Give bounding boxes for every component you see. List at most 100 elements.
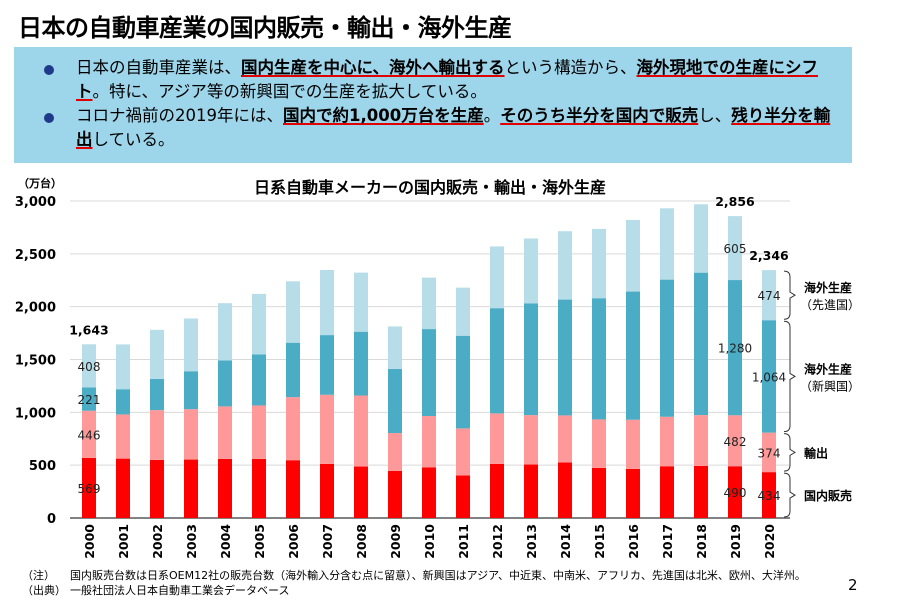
bar-segment-2012-series-3 [490,246,504,309]
bar-segment-2007-series-2 [320,335,334,395]
bar-segment-2006-series-3 [286,281,300,343]
bar-segment-2016-series-1 [626,419,640,469]
x-tick-label: 2010 [422,524,437,559]
note-text: 国内販売台数は日系OEM12社の販売台数（海外輸入分含む点に留意）、新興国はアジ… [70,569,806,582]
bar-segment-2006-series-1 [286,397,300,461]
note-label: （注） [22,569,55,582]
y-tick-label: 2,000 [15,301,56,316]
data-label: 1,064 [752,370,786,384]
bullet-icon [44,113,54,123]
bar-segment-2001-series-3 [116,344,130,390]
bar-segment-2012-series-2 [490,308,504,414]
x-tick-label: 2015 [592,524,607,559]
emphasis-text: そのうち半分を国内で販売 [500,106,699,125]
bar-segment-2004-series-1 [218,406,232,459]
bar-segment-2013-series-2 [524,303,538,416]
bar-segment-2017-series-2 [660,279,674,417]
bar-segment-2000-series-1 [82,410,96,458]
bullet-segment: コロナ禍前の2019年には、 [76,106,283,125]
bar-segment-2020-series-1 [762,432,776,473]
data-label: 605 [724,242,747,256]
bar-segment-2018-series-2 [694,272,708,416]
bar-segment-2018-series-0 [694,465,708,518]
bar-segment-2019-series-0 [728,466,742,518]
summary-bullet: コロナ禍前の2019年には、国内で約1,000万台を生産。そのうち半分を国内で販… [44,104,844,152]
bar-segment-2016-series-3 [626,219,640,292]
legend-bracket [783,433,796,472]
bar-segment-2015-series-2 [592,298,606,420]
bar-segment-2018-series-3 [694,204,708,273]
bar-segment-2008-series-3 [354,272,368,332]
data-label: 374 [758,446,781,460]
bar-segment-2007-series-3 [320,270,334,336]
bar-segment-2014-series-0 [558,462,572,518]
x-tick-label: 2018 [694,524,709,559]
bar-segment-2006-series-2 [286,342,300,398]
source-label: （出典） [22,584,66,597]
bullet-segment: 。 [483,106,501,125]
legend-sublabel: （先進国） [800,298,860,312]
data-label: 446 [78,428,101,442]
bar-segment-2011-series-1 [456,428,470,476]
bar-segment-2003-series-0 [184,459,198,518]
bar-segment-2017-series-1 [660,416,674,467]
bar-segment-2020-series-0 [762,472,776,518]
total-label: 2,856 [715,194,755,209]
bar-segment-2014-series-3 [558,231,572,300]
x-tick-label: 2020 [762,524,777,559]
bar-segment-2007-series-1 [320,394,334,464]
x-tick-label: 2014 [558,524,573,559]
x-tick-label: 2012 [490,524,505,559]
bar-segment-2010-series-0 [422,467,436,518]
bullet-segment: し、 [698,106,732,125]
bar-segment-2005-series-1 [252,405,266,459]
bar-segment-2003-series-3 [184,318,198,372]
bar-segment-2000-series-3 [82,344,96,388]
x-tick-label: 2011 [456,524,471,559]
legend-label: 国内販売 [804,488,852,503]
bar-segment-2018-series-1 [694,415,708,466]
source-text: 一般社団法人日本自動車工業会データベース [70,584,290,597]
bar-segment-2019-series-1 [728,415,742,467]
bar-segment-2015-series-3 [592,228,606,299]
bar-segment-2019-series-3 [728,216,742,281]
bar-segment-2001-series-2 [116,389,130,415]
bar-segment-2006-series-0 [286,460,300,518]
y-tick-label: 500 [29,459,56,474]
bar-segment-2003-series-1 [184,409,198,460]
x-tick-label: 2016 [626,524,641,559]
bar-segment-2003-series-2 [184,371,198,410]
y-tick-label: 3,000 [15,195,56,210]
bar-segment-2008-series-2 [354,331,368,396]
bar-segment-2017-series-0 [660,466,674,518]
y-tick-label: 1,000 [15,406,56,421]
bar-segment-2002-series-0 [150,459,164,518]
bar-segment-2004-series-2 [218,360,232,407]
bar-segment-2011-series-3 [456,287,470,336]
bar-segment-2010-series-3 [422,277,436,330]
x-tick-label: 2013 [524,524,539,559]
bar-segment-2009-series-0 [388,470,402,518]
bar-segment-2005-series-2 [252,354,266,406]
x-tick-label: 2003 [184,524,199,559]
page-number: 2 [848,576,858,594]
data-label: 434 [758,489,781,503]
bar-segment-2004-series-3 [218,303,232,361]
bar-segment-2014-series-1 [558,415,572,463]
bar-segment-2004-series-0 [218,458,232,518]
x-tick-label: 2019 [728,524,743,559]
total-label: 1,643 [69,322,109,337]
x-tick-label: 2005 [252,524,267,559]
bar-segment-2015-series-1 [592,419,606,468]
bar-segment-2008-series-1 [354,395,368,467]
bullet-segment: している。 [92,130,175,149]
bar-segment-2013-series-0 [524,464,538,518]
bullet-segment: 。特に、アジア等の新興国での生産を拡大している。 [92,82,487,101]
summary-box: 日本の自動車産業は、国内生産を中心に、海外へ輸出するという構造から、海外現地での… [14,47,852,163]
summary-bullet: 日本の自動車産業は、国内生産を中心に、海外へ輸出するという構造から、海外現地での… [44,56,844,104]
x-tick-label: 2007 [320,524,335,559]
emphasis-text: 海外現地での生産にシフト [76,58,819,101]
chart-title: 日系自動車メーカーの国内販売・輸出・海外生産 [254,178,606,197]
data-label: 490 [724,486,747,500]
